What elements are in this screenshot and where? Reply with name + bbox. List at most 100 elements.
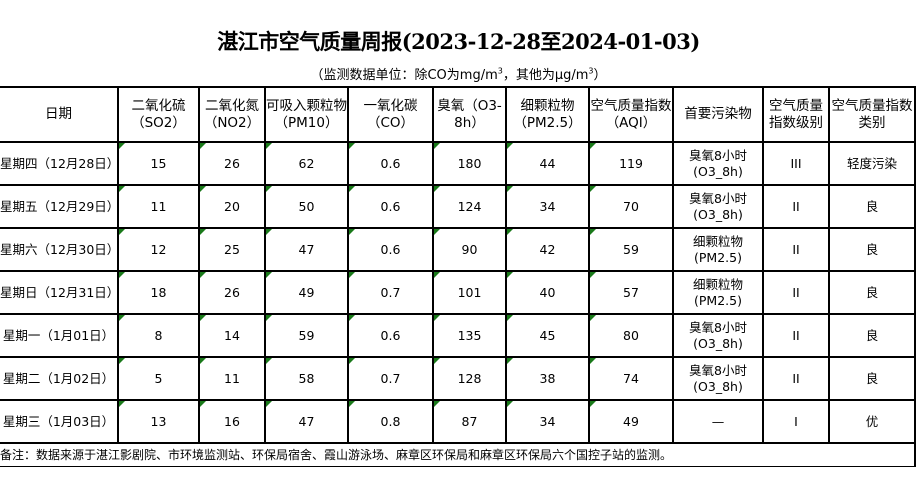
data-cell: II bbox=[762, 356, 830, 401]
data-cell: 臭氧8小时(O3_8h) bbox=[672, 184, 764, 229]
column-header: 一氧化碳（CO） bbox=[347, 86, 434, 143]
date-cell: 星期二（1月02日） bbox=[0, 356, 119, 401]
data-cell: 119 bbox=[588, 141, 674, 186]
table-row: 星期一（1月01日） 8 14 59 0.6 135 45 80 臭氧8小时(O3_8h) II 良 bbox=[0, 313, 916, 358]
data-cell: 74 bbox=[588, 356, 674, 401]
data-cell: II bbox=[762, 227, 830, 272]
data-cell: 45 bbox=[505, 313, 590, 358]
date-cell: 星期一（1月01日） bbox=[0, 313, 119, 358]
data-cell: 101 bbox=[432, 270, 507, 315]
footnote: 备注：数据来源于湛江影剧院、市环境监测站、环保局宿舍、霞山游泳场、麻章区环保局和… bbox=[0, 442, 916, 467]
unit-note: （监测数据单位：除CO为mg/m3，其他为μg/m3） bbox=[0, 64, 917, 83]
data-cell: 轻度污染 bbox=[828, 141, 916, 186]
data-cell: 87 bbox=[432, 399, 507, 444]
data-cell: 18 bbox=[117, 270, 200, 315]
data-cell: 0.7 bbox=[347, 270, 434, 315]
column-header: 空气质量指数级别 bbox=[762, 86, 830, 143]
data-cell: 良 bbox=[828, 270, 916, 315]
data-cell: 49 bbox=[264, 270, 349, 315]
data-cell: 59 bbox=[588, 227, 674, 272]
date-cell: 星期六（12月30日） bbox=[0, 227, 119, 272]
data-cell: 臭氧8小时(O3_8h) bbox=[672, 356, 764, 401]
data-cell: 50 bbox=[264, 184, 349, 229]
data-cell: 0.7 bbox=[347, 356, 434, 401]
data-cell: 12 bbox=[117, 227, 200, 272]
unit-sup: 3 bbox=[497, 66, 503, 76]
data-cell: 44 bbox=[505, 141, 590, 186]
data-cell: 47 bbox=[264, 227, 349, 272]
data-cell: 良 bbox=[828, 184, 916, 229]
column-header: 二氧化氮（NO2） bbox=[198, 86, 266, 143]
data-cell: 15 bbox=[117, 141, 200, 186]
data-cell: 49 bbox=[588, 399, 674, 444]
data-cell: 80 bbox=[588, 313, 674, 358]
column-header: 细颗粒物（PM2.5） bbox=[505, 86, 590, 143]
data-cell: 26 bbox=[198, 141, 266, 186]
data-cell: 70 bbox=[588, 184, 674, 229]
table-row: 星期三（1月03日） 13 16 47 0.8 87 34 49— I 优 bbox=[0, 399, 916, 444]
data-cell: 57 bbox=[588, 270, 674, 315]
data-cell: II bbox=[762, 184, 830, 229]
data-cell: 细颗粒物(PM2.5) bbox=[672, 227, 764, 272]
data-cell: 38 bbox=[505, 356, 590, 401]
data-cell: 135 bbox=[432, 313, 507, 358]
data-cell: 0.8 bbox=[347, 399, 434, 444]
data-cell: 40 bbox=[505, 270, 590, 315]
data-cell: 13 bbox=[117, 399, 200, 444]
data-cell: 5 bbox=[117, 356, 200, 401]
data-cell: 0.6 bbox=[347, 313, 434, 358]
column-header: 日期 bbox=[0, 86, 119, 143]
data-cell: 16 bbox=[198, 399, 266, 444]
table-row: 星期五（12月29日） 11 20 50 0.6 124 34 70 臭氧8小时(O3_8h) I… bbox=[0, 184, 916, 229]
data-cell: 59 bbox=[264, 313, 349, 358]
data-cell: 臭氧8小时(O3_8h) bbox=[672, 141, 764, 186]
data-cell: 47 bbox=[264, 399, 349, 444]
footnote-row: 备注：数据来源于湛江影剧院、市环境监测站、环保局宿舍、霞山游泳场、麻章区环保局和… bbox=[0, 442, 916, 467]
data-cell: II bbox=[762, 313, 830, 358]
column-header: 首要污染物 bbox=[672, 86, 764, 143]
column-header: 臭氧（O3-8h） bbox=[432, 86, 507, 143]
table-row: 星期日（12月31日） 18 26 49 0.7 101 40 57 细颗粒物(PM2.5) II… bbox=[0, 270, 916, 315]
data-cell: 11 bbox=[117, 184, 200, 229]
data-cell: II bbox=[762, 270, 830, 315]
table-row: 星期六（12月30日） 12 25 47 0.6 90 42 59 细颗粒物(PM2.5) II 良 bbox=[0, 227, 916, 272]
column-header: 空气质量指数类别 bbox=[828, 86, 916, 143]
data-cell: 臭氧8小时(O3_8h) bbox=[672, 313, 764, 358]
data-cell: 0.6 bbox=[347, 227, 434, 272]
data-cell: 0.6 bbox=[347, 184, 434, 229]
column-header: 空气质量指数（AQI） bbox=[588, 86, 674, 143]
column-header: 二氧化硫（SO2） bbox=[117, 86, 200, 143]
data-cell: 细颗粒物(PM2.5) bbox=[672, 270, 764, 315]
unit-prefix: （监测数据单位：除CO为mg/m bbox=[310, 68, 498, 83]
data-cell: III bbox=[762, 141, 830, 186]
date-cell: 星期四（12月28日） bbox=[0, 141, 119, 186]
date-cell: 星期三（1月03日） bbox=[0, 399, 119, 444]
data-cell: 良 bbox=[828, 313, 916, 358]
data-cell: 良 bbox=[828, 356, 916, 401]
date-cell: 星期日（12月31日） bbox=[0, 270, 119, 315]
data-cell: I bbox=[762, 399, 830, 444]
data-cell: 34 bbox=[505, 399, 590, 444]
data-cell: 良 bbox=[828, 227, 916, 272]
data-cell: 8 bbox=[117, 313, 200, 358]
table-row: 星期二（1月02日） 5 11 58 0.7 128 38 74 臭氧8小时(O3_8h) II 良 bbox=[0, 356, 916, 401]
data-cell: 180 bbox=[432, 141, 507, 186]
data-cell: 26 bbox=[198, 270, 266, 315]
data-cell: 20 bbox=[198, 184, 266, 229]
data-cell: 124 bbox=[432, 184, 507, 229]
data-cell: 128 bbox=[432, 356, 507, 401]
data-cell: 90 bbox=[432, 227, 507, 272]
data-cell: 62 bbox=[264, 141, 349, 186]
data-cell: 58 bbox=[264, 356, 349, 401]
data-cell: 25 bbox=[198, 227, 266, 272]
date-cell: 星期五（12月29日） bbox=[0, 184, 119, 229]
data-cell: 0.6 bbox=[347, 141, 434, 186]
table-row: 星期四（12月28日） 15 26 62 0.6 180 44 119 臭氧8小时(O3_8h)… bbox=[0, 141, 916, 186]
data-cell: 42 bbox=[505, 227, 590, 272]
air-quality-table: 日期 二氧化硫（SO2） 二氧化氮（NO2） 可吸入颗粒物（PM10） 一氧化碳（CO）… bbox=[0, 86, 916, 467]
data-cell: 34 bbox=[505, 184, 590, 229]
data-cell: 11 bbox=[198, 356, 266, 401]
unit-suffix: ） bbox=[593, 68, 607, 83]
data-cell: 14 bbox=[198, 313, 266, 358]
data-cell: 优 bbox=[828, 399, 916, 444]
